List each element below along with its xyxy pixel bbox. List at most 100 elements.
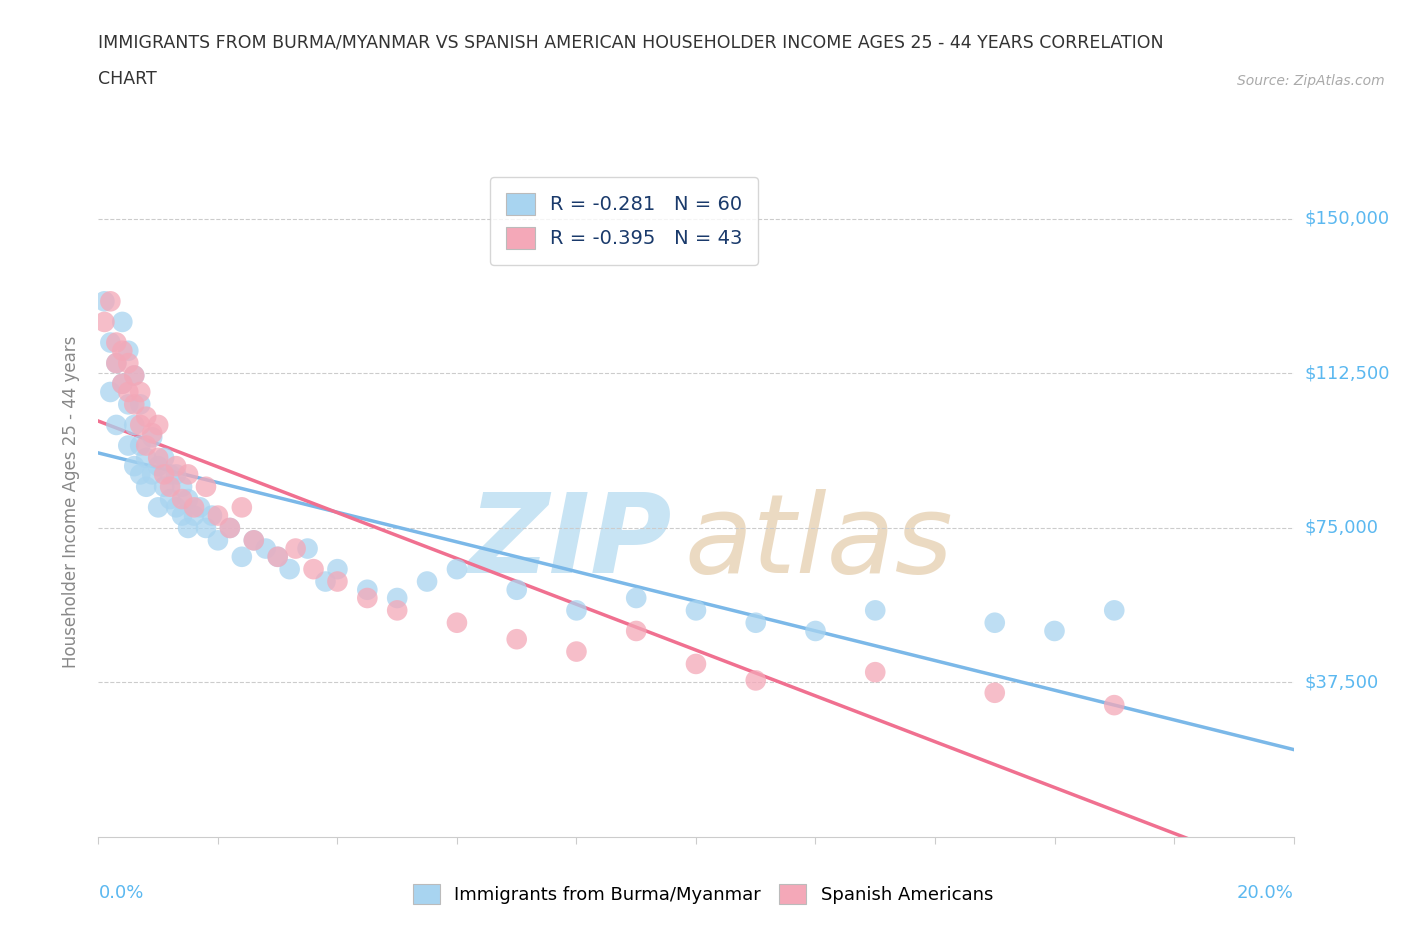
Point (111, 314, 134, 329)
Point (129, 467, 152, 482)
Point (135, 450, 157, 465)
Point (117, 355, 139, 370)
Point (356, 591, 378, 605)
Text: CHART: CHART (98, 71, 157, 88)
Text: 20.0%: 20.0% (1237, 884, 1294, 902)
Point (111, 377, 134, 392)
Point (111, 343, 134, 358)
Point (165, 467, 187, 482)
Point (105, 355, 128, 370)
Point (98, 294, 122, 309)
Point (148, 458, 170, 473)
Point (326, 574, 349, 589)
Point (865, 665, 887, 680)
Point (446, 616, 468, 631)
Point (153, 467, 176, 482)
Legend: R = -0.281   N = 60, R = -0.395   N = 43: R = -0.281 N = 60, R = -0.395 N = 43 (491, 177, 758, 265)
Point (685, 657, 707, 671)
Point (135, 438, 157, 453)
Point (231, 500, 253, 515)
Text: $150,000: $150,000 (1305, 210, 1389, 228)
Point (172, 479, 194, 494)
Text: $112,500: $112,500 (1305, 365, 1391, 382)
Point (124, 397, 146, 412)
Point (745, 673, 768, 688)
Point (194, 479, 218, 494)
Point (1043, 623, 1066, 638)
Point (135, 409, 157, 424)
Point (135, 479, 157, 494)
Point (177, 492, 200, 507)
Point (624, 591, 647, 605)
Point (117, 397, 139, 412)
Point (194, 521, 218, 536)
Point (159, 479, 181, 494)
Text: $37,500: $37,500 (1305, 673, 1379, 692)
Point (385, 591, 409, 605)
Point (201, 508, 224, 523)
Point (117, 438, 139, 453)
Point (267, 550, 290, 565)
Point (172, 492, 194, 507)
Text: 0.0%: 0.0% (98, 884, 143, 902)
Point (745, 616, 768, 631)
Point (141, 467, 163, 482)
Point (183, 508, 205, 523)
Point (177, 521, 200, 536)
Point (315, 574, 337, 589)
Point (159, 467, 181, 482)
Point (93, 314, 115, 329)
Point (165, 500, 187, 515)
Point (177, 467, 200, 482)
Point (148, 450, 170, 465)
Text: ZIP: ZIP (468, 489, 672, 596)
Point (124, 418, 146, 432)
Point (1104, 603, 1126, 618)
Point (148, 418, 170, 432)
Point (243, 533, 266, 548)
Point (105, 335, 128, 350)
Point (267, 550, 290, 565)
Text: atlas: atlas (685, 489, 953, 596)
Point (231, 550, 253, 565)
Point (124, 368, 146, 383)
Text: $75,000: $75,000 (1305, 519, 1379, 537)
Point (416, 574, 439, 589)
Point (105, 418, 128, 432)
Point (624, 623, 647, 638)
Y-axis label: Householder Income Ages 25 - 44 years: Householder Income Ages 25 - 44 years (62, 336, 80, 669)
Point (129, 438, 152, 453)
Point (148, 500, 170, 515)
Point (124, 458, 146, 473)
Point (385, 603, 409, 618)
Point (326, 562, 349, 577)
Point (111, 377, 134, 392)
Text: Source: ZipAtlas.com: Source: ZipAtlas.com (1237, 74, 1385, 88)
Point (302, 562, 325, 577)
Point (153, 450, 176, 465)
Point (172, 508, 194, 523)
Point (207, 508, 229, 523)
Point (159, 492, 181, 507)
Point (565, 644, 588, 659)
Point (188, 500, 211, 515)
Point (105, 355, 128, 370)
Point (565, 603, 588, 618)
Point (129, 397, 152, 412)
Point (93, 294, 115, 309)
Point (117, 384, 139, 399)
Point (141, 430, 163, 445)
Point (446, 562, 468, 577)
Point (98, 384, 122, 399)
Point (207, 533, 229, 548)
Point (153, 479, 176, 494)
Point (129, 384, 152, 399)
Point (183, 500, 205, 515)
Point (117, 343, 139, 358)
Point (98, 335, 122, 350)
Point (129, 418, 152, 432)
Point (804, 623, 827, 638)
Point (243, 533, 266, 548)
Point (1104, 698, 1126, 712)
Point (297, 541, 319, 556)
